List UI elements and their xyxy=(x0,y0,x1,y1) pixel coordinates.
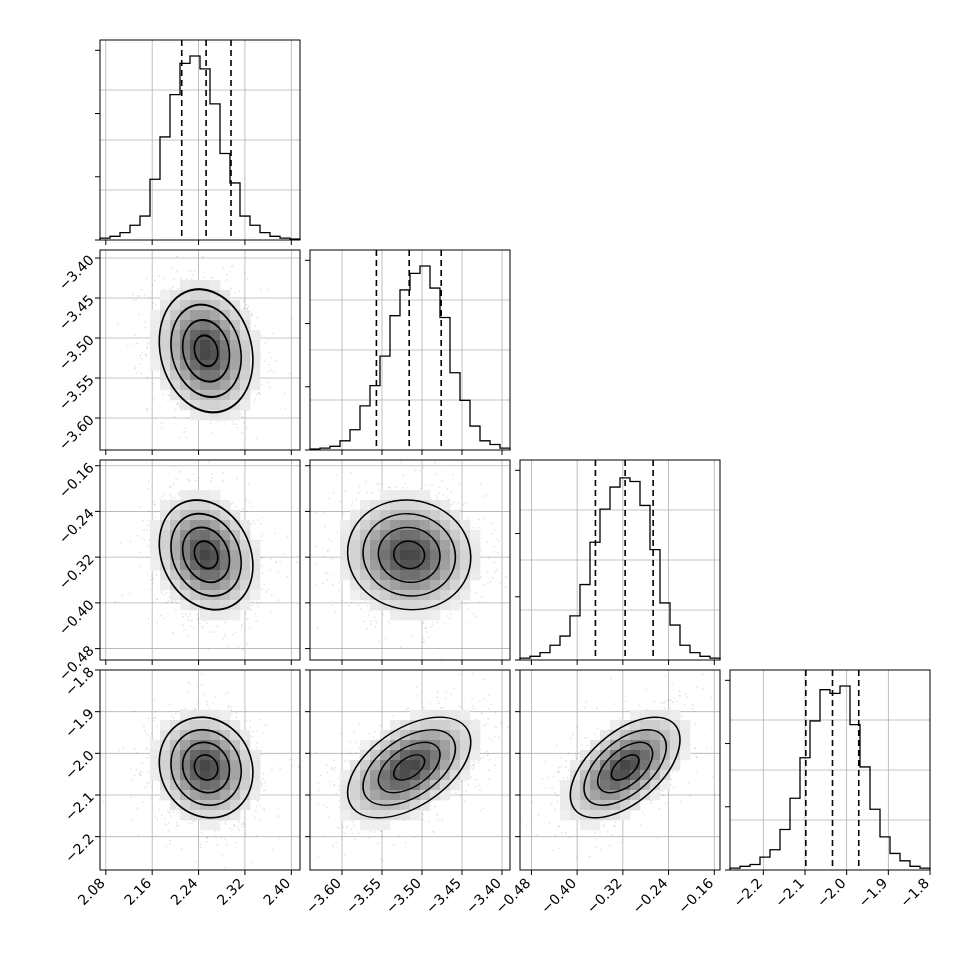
hist-panel-1 xyxy=(305,249,511,455)
y-tick-label: −2.0 xyxy=(62,748,97,783)
scatter-panel-1-0: −3.60−3.55−3.50−3.45−3.40 xyxy=(56,249,301,455)
x-tick-label: 2.08 xyxy=(75,876,108,909)
y-tick-label: −0.40 xyxy=(56,597,98,639)
y-tick-label: −3.40 xyxy=(56,252,98,294)
x-tick-label: −0.16 xyxy=(675,875,717,917)
scatter-panel-2-0: −0.48−0.40−0.32−0.24−0.16 xyxy=(56,459,301,685)
panel-content xyxy=(310,670,510,870)
panel-frame xyxy=(519,459,721,661)
x-tick-label: −3.45 xyxy=(423,876,465,918)
x-tick-label: −2.0 xyxy=(814,876,849,911)
x-tick-label: −0.24 xyxy=(630,875,672,917)
x-tick-label: 2.16 xyxy=(122,875,155,908)
contour-level-2 xyxy=(583,729,668,806)
contour-level-3 xyxy=(158,716,254,819)
density-cells xyxy=(150,710,261,831)
scatter-panel-3-0: 2.08 2.16 2.24 2.32 2.40−2.2−2.1−2.0−1.9−1.8 xyxy=(62,664,301,909)
y-tick-label: −3.55 xyxy=(56,372,98,414)
contour-level-1 xyxy=(181,741,231,794)
histogram-2 xyxy=(519,477,721,660)
contour-level-0 xyxy=(393,540,426,570)
x-tick-label: −0.32 xyxy=(584,876,626,918)
contour-level-2 xyxy=(362,729,457,806)
density-cells xyxy=(150,490,261,621)
scatter-panel-2-1 xyxy=(305,459,511,665)
contour-level-0 xyxy=(193,540,219,570)
y-tick-label: −2.2 xyxy=(62,831,97,866)
panel-content xyxy=(100,460,300,660)
contour-level-0 xyxy=(193,754,219,781)
contour-level-1 xyxy=(377,741,441,794)
hist-panel-0 xyxy=(95,39,301,245)
x-tick-label: −3.55 xyxy=(343,876,385,918)
x-tick-label: −0.40 xyxy=(538,876,580,918)
x-tick-label: −1.9 xyxy=(856,876,891,911)
y-tick-label: −3.60 xyxy=(56,412,98,454)
contour-level-2 xyxy=(170,303,242,399)
density-cells xyxy=(560,710,691,831)
contour-level-1 xyxy=(377,526,441,583)
contour-level-0 xyxy=(193,334,219,368)
panel-content xyxy=(100,250,300,450)
x-tick-label: −1.8 xyxy=(897,876,932,911)
y-tick-label: −1.9 xyxy=(62,706,97,741)
density-cells xyxy=(340,710,481,831)
x-tick-label: −3.60 xyxy=(303,876,345,918)
scatter-panel-3-2: −0.48 −0.40 −0.32 −0.24 −0.16 xyxy=(493,669,721,918)
panel-frame xyxy=(729,669,931,871)
x-tick-label: −2.1 xyxy=(772,876,807,911)
contour-level-3 xyxy=(346,499,472,611)
x-tick-label: 2.40 xyxy=(261,876,294,909)
panel-content xyxy=(100,670,300,870)
panel-frame xyxy=(99,459,301,661)
x-tick-label: 2.24 xyxy=(168,875,201,908)
panel-frame xyxy=(309,249,511,451)
panel-frame xyxy=(99,669,301,871)
panel-frame xyxy=(519,669,721,871)
contour-level-0 xyxy=(393,754,426,781)
panel-content xyxy=(520,670,720,870)
histogram-0 xyxy=(99,55,301,240)
density-cells xyxy=(340,490,481,621)
y-tick-label: −2.1 xyxy=(62,789,97,824)
contour-level-0 xyxy=(610,754,640,781)
scatter-panel-3-1: −3.60−3.55−3.50−3.45−3.40 xyxy=(303,669,511,918)
y-tick-label: −0.16 xyxy=(56,460,98,502)
panel-frame xyxy=(309,669,511,871)
contour-level-2 xyxy=(362,513,457,597)
contour-level-1 xyxy=(181,526,231,584)
y-tick-label: −3.50 xyxy=(56,332,98,374)
y-tick-label: −3.45 xyxy=(56,292,98,334)
hist-panel-3: −2.2 −2.1 −2.0 −1.9 −1.8 xyxy=(725,669,933,911)
y-tick-label: −0.32 xyxy=(56,551,98,593)
contour-level-3 xyxy=(158,499,254,611)
y-tick-label: −0.24 xyxy=(56,506,98,548)
contour-level-1 xyxy=(596,741,654,794)
contour-level-3 xyxy=(346,716,472,819)
panel-frame xyxy=(309,459,511,661)
panel-content xyxy=(310,460,510,660)
contour-level-3 xyxy=(158,288,254,414)
panel-frame xyxy=(99,39,301,241)
contour-level-2 xyxy=(170,512,242,597)
histogram-3 xyxy=(729,685,931,870)
x-tick-label: −3.50 xyxy=(383,876,425,918)
density-cells xyxy=(150,280,261,421)
contour-level-2 xyxy=(170,728,242,807)
x-tick-label: 2.32 xyxy=(214,876,247,909)
panel-frame xyxy=(99,249,301,451)
hist-panel-2 xyxy=(515,459,721,665)
x-tick-label: −2.2 xyxy=(731,876,766,911)
contour-level-1 xyxy=(181,318,231,383)
